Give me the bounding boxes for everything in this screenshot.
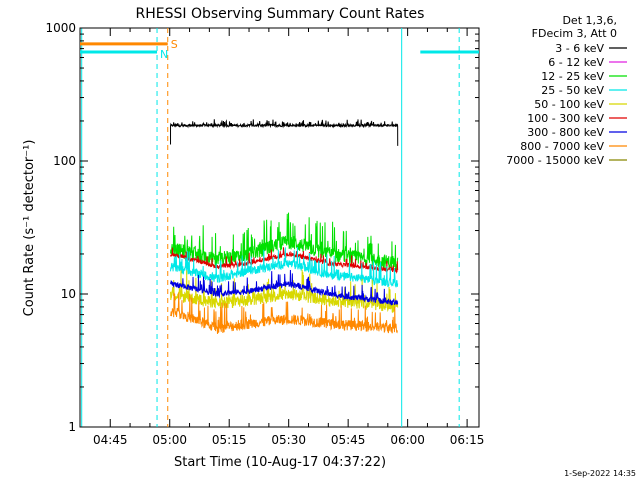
status-flags: SN [80, 38, 479, 61]
x-tick-label: 05:30 [271, 433, 306, 447]
night-flag-label: N [160, 48, 168, 61]
series-line [170, 270, 399, 306]
chart-title: RHESSI Observing Summary Count Rates [136, 6, 425, 22]
x-tick-label: 06:00 [390, 433, 425, 447]
x-tick-label: 06:15 [450, 433, 485, 447]
series-line [170, 119, 399, 146]
series-line [170, 246, 399, 288]
x-axis-label: Start Time (10-Aug-17 04:37:22) [174, 455, 386, 470]
plot-area: SN 04:45 05:00 05:15 05:30 05:45 06:00 06:15 1… [45, 21, 484, 447]
y-tick-label: 1 [68, 420, 76, 434]
y-axis-label: Count Rate (s⁻¹ detector⁻¹) [22, 140, 37, 317]
legend-header-line-2: FDecim 3, Att 0 [532, 27, 617, 40]
series-line [170, 247, 399, 274]
legend-entry-label: 25 - 50 keV [541, 84, 604, 97]
generation-timestamp: 1-Sep-2022 14:35 [564, 469, 636, 478]
series-layer [170, 119, 399, 334]
y-tick-label: 10 [61, 287, 76, 301]
series-line [170, 269, 399, 314]
x-tick-label: 05:45 [331, 433, 366, 447]
legend-entry-label: 6 - 12 keV [548, 56, 604, 69]
plot-frame [79, 27, 480, 428]
legend-entry-label: 100 - 300 keV [527, 112, 604, 125]
series-line [170, 292, 398, 334]
y-axis-ticks: 1 10 100 1000 [45, 21, 479, 434]
x-tick-label: 05:15 [212, 433, 247, 447]
x-tick-label: 05:00 [152, 433, 187, 447]
x-tick-label: 04:45 [93, 433, 128, 447]
legend-entry-label: 3 - 6 keV [555, 42, 604, 55]
legend-entry-label: 300 - 800 keV [527, 126, 604, 139]
x-axis-ticks: 04:45 05:00 05:15 05:30 05:45 06:00 06:15 [93, 28, 484, 447]
y-tick-label: 1000 [45, 21, 76, 35]
legend-entry-label: 50 - 100 keV [534, 98, 604, 111]
saa-flag-label: S [171, 38, 178, 51]
y-tick-label: 100 [53, 154, 76, 168]
flag-vertical-lines [81, 28, 460, 427]
legend-header-line-1: Det 1,3,6, [562, 14, 617, 27]
legend-entry-label: 7000 - 15000 keV [506, 154, 604, 167]
legend-entry-label: 800 - 7000 keV [520, 140, 604, 153]
legend-entry-label: 12 - 25 keV [541, 70, 604, 83]
